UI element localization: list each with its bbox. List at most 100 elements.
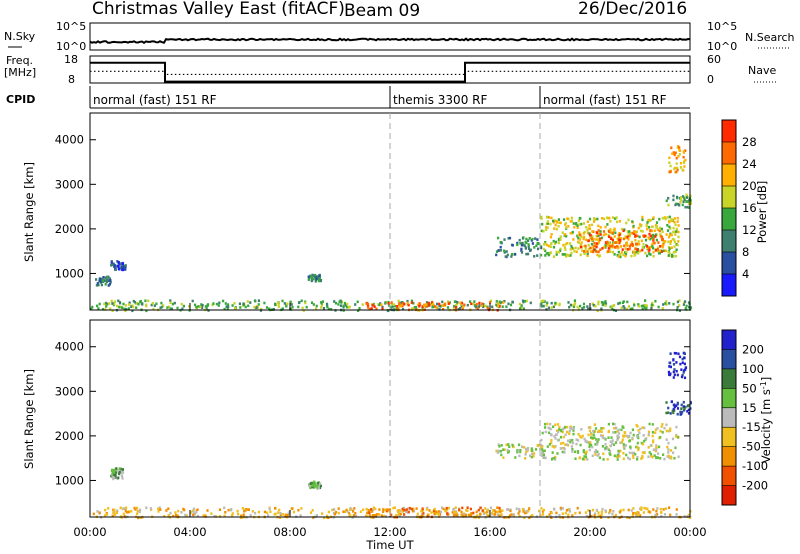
echo-cell	[169, 307, 172, 310]
echo-cell	[683, 362, 686, 366]
echo-cell	[247, 304, 250, 308]
echo-cell	[194, 303, 197, 307]
velocity-colorbar-label-sup: -1	[759, 381, 768, 389]
beam-label: Beam 09	[344, 1, 420, 21]
echo-cell	[312, 274, 315, 278]
echo-cell	[672, 451, 675, 455]
echo-cell	[486, 306, 489, 310]
echo-cell	[340, 301, 343, 304]
echo-cell	[97, 283, 100, 287]
echo-cell	[223, 514, 226, 518]
colorbar-segment	[722, 164, 736, 187]
echo-cell	[684, 205, 687, 209]
echo-cell	[632, 250, 635, 253]
echo-cell	[144, 299, 147, 303]
echo-cell	[579, 245, 583, 249]
echo-cell	[254, 511, 257, 515]
echo-cell	[498, 300, 501, 304]
echo-cell	[596, 443, 599, 446]
echo-cell	[565, 509, 569, 512]
echo-cell	[309, 486, 312, 490]
echo-cell	[609, 245, 612, 248]
echo-cell	[677, 235, 680, 239]
echo-cell	[591, 230, 594, 233]
echo-cell	[631, 231, 634, 235]
echo-cell	[550, 511, 553, 515]
echo-cell	[554, 301, 557, 305]
echo-cell	[116, 509, 119, 512]
echo-cell	[629, 307, 632, 311]
echo-cell	[673, 220, 676, 224]
echo-cell	[92, 512, 95, 516]
echo-cell	[616, 244, 619, 248]
echo-cell	[112, 477, 115, 481]
power-panel-frame	[89, 112, 691, 311]
echo-cell	[165, 509, 168, 512]
echo-cell	[102, 276, 105, 279]
echo-cell	[672, 358, 675, 362]
echo-cell	[667, 441, 670, 445]
echo-cell	[425, 305, 428, 308]
echo-cell	[285, 304, 288, 308]
echo-cell	[168, 305, 171, 309]
echo-cell	[577, 439, 580, 442]
echo-cell	[316, 485, 319, 488]
echo-cell	[668, 225, 671, 229]
echo-cell	[522, 236, 525, 239]
echo-cell	[116, 468, 119, 472]
echo-cell	[687, 412, 691, 415]
echo-cell	[466, 303, 469, 307]
echo-cell	[365, 514, 368, 518]
echo-cell	[121, 262, 124, 265]
echo-cell	[603, 217, 606, 221]
echo-cell	[636, 458, 639, 461]
echo-cell	[281, 513, 285, 516]
y-tick-label: 1000	[55, 266, 84, 280]
echo-cell	[571, 304, 574, 307]
echo-cell	[118, 470, 121, 474]
echo-cell	[438, 304, 441, 307]
echo-cell	[114, 476, 117, 479]
echo-cell	[681, 373, 684, 377]
echo-cell	[525, 509, 528, 513]
echo-cell	[297, 305, 300, 309]
echo-cell	[345, 305, 348, 309]
echo-cell	[641, 451, 644, 454]
echo-cell	[678, 309, 681, 312]
echo-cell	[604, 300, 607, 303]
echo-cell	[274, 506, 277, 510]
echo-cell	[614, 231, 617, 235]
echo-cell	[151, 302, 154, 305]
echo-cell	[628, 457, 631, 461]
echo-cell	[638, 507, 642, 511]
echo-cell	[584, 244, 587, 248]
echo-cell	[660, 511, 663, 514]
echo-cell	[316, 487, 319, 490]
echo-cell	[497, 302, 500, 305]
echo-cell	[677, 240, 680, 243]
echo-cell	[173, 301, 176, 305]
echo-cell	[656, 507, 659, 510]
echo-cell	[526, 449, 529, 452]
echo-cell	[618, 301, 621, 305]
echo-cell	[576, 224, 579, 227]
echo-cell	[349, 514, 352, 517]
echo-cell	[545, 252, 548, 255]
echo-cell	[616, 434, 619, 438]
echo-cell	[342, 306, 345, 309]
echo-cell	[290, 303, 293, 306]
echo-cell	[607, 422, 610, 426]
echo-cell	[563, 451, 566, 454]
echo-cell	[111, 473, 114, 476]
echo-cell	[633, 303, 636, 307]
echo-cell	[425, 301, 429, 304]
echo-cell	[378, 303, 381, 307]
echo-cell	[640, 508, 643, 511]
echo-cell	[672, 251, 675, 254]
echo-cell	[599, 514, 602, 518]
echo-cell	[623, 431, 626, 434]
echo-cell	[625, 434, 628, 438]
echo-cell	[314, 307, 318, 311]
echo-cell	[519, 448, 522, 452]
echo-cell	[520, 251, 524, 254]
